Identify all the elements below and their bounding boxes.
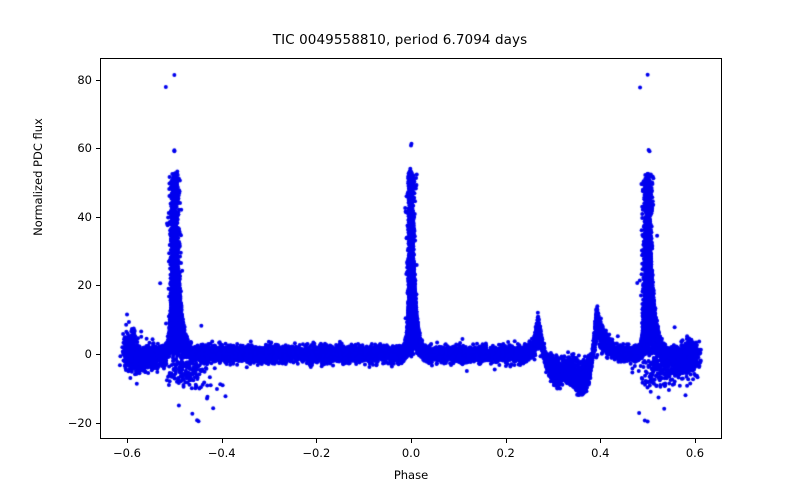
- y-tick-mark: [96, 422, 100, 424]
- y-axis-label: Normalized PDC flux: [31, 118, 45, 236]
- y-tick-label: 60: [77, 141, 92, 156]
- x-tick-mark: [221, 439, 223, 443]
- y-tick-label: 80: [77, 72, 92, 87]
- x-tick-mark: [411, 439, 412, 443]
- y-tick-label: 40: [77, 209, 92, 224]
- plot-axes-area: [100, 58, 722, 439]
- y-tick-label: −20: [67, 415, 92, 430]
- x-tick-label: −0.4: [207, 446, 236, 460]
- y-tick-mark: [96, 148, 100, 150]
- x-axis-label: Phase: [393, 468, 429, 482]
- page-title: TIC 0049558810, period 6.7094 days: [272, 32, 528, 48]
- x-tick-mark: [316, 439, 318, 443]
- x-tick-label: 0.4: [591, 446, 610, 460]
- x-tick-mark: [505, 439, 507, 443]
- y-tick-mark: [96, 353, 100, 355]
- x-tick-mark: [127, 439, 129, 443]
- x-tick-mark: [694, 439, 696, 443]
- x-tick-label: 0.0: [401, 446, 421, 460]
- y-tick-label: 0: [84, 346, 92, 361]
- x-tick-mark: [600, 439, 602, 443]
- y-tick-mark: [96, 216, 100, 218]
- y-tick-label: 20: [77, 278, 92, 293]
- y-tick-mark: [96, 79, 100, 81]
- x-tick-label: −0.2: [302, 446, 331, 460]
- y-tick-mark: [96, 285, 100, 287]
- scatter-plot-points: [101, 59, 721, 438]
- x-tick-label: −0.6: [113, 446, 141, 460]
- x-tick-label: 0.2: [496, 446, 515, 460]
- x-tick-label: 0.6: [685, 446, 705, 460]
